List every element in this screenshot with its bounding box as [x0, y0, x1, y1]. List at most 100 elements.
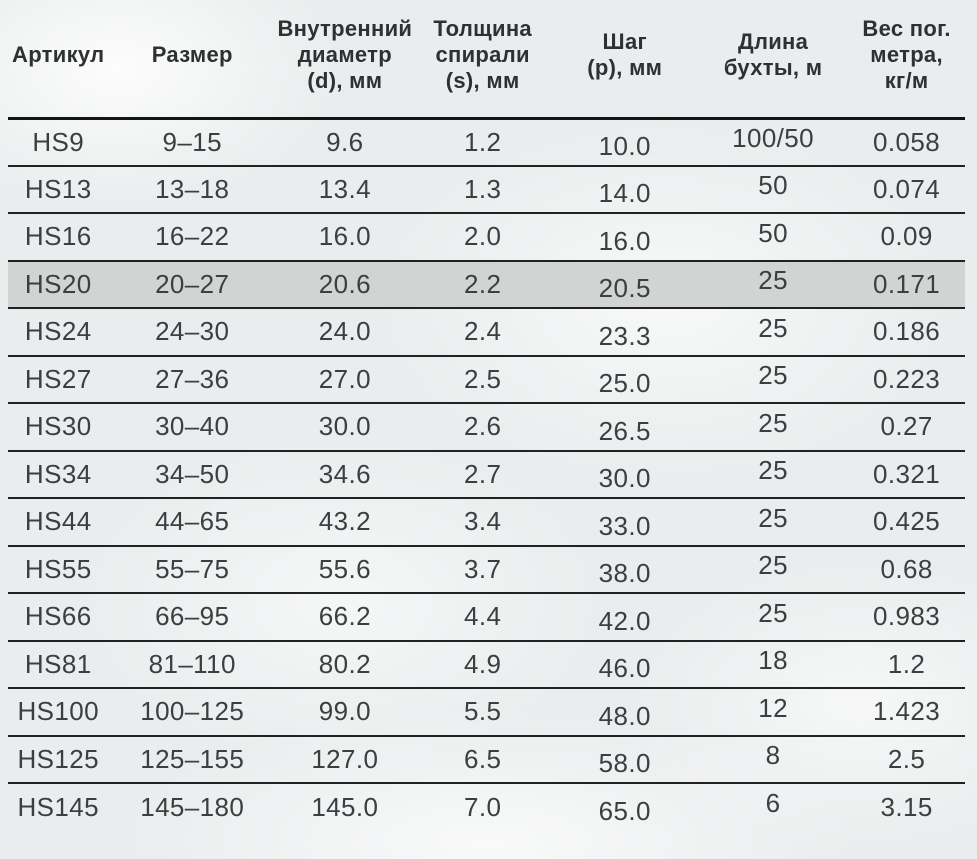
value-cell: 12 [758, 692, 788, 723]
value-cell: 0.68 [880, 553, 933, 584]
value-cell: 125–155 [140, 743, 245, 774]
value-cell: 4.4 [463, 601, 502, 632]
value-cell: 42.0 [598, 605, 651, 636]
value-cell: 9.6 [326, 126, 364, 157]
value-cell: 0.058 [873, 126, 941, 157]
value-cell: 65.0 [598, 796, 651, 827]
table-row: HS125 125–155 127.0 6.5 58.0 8 2.5 [8, 735, 965, 784]
value-cell: 50 [758, 217, 788, 248]
value-cell: 13–18 [155, 173, 230, 204]
value-cell: 100/50 [732, 123, 815, 153]
article-cell: HS44 [24, 506, 92, 537]
article-cell: HS24 [24, 316, 92, 347]
value-cell: 0.074 [873, 173, 941, 204]
value-cell: 0.186 [873, 316, 941, 347]
value-cell: 2.2 [463, 268, 502, 299]
table-row: HS66 66–95 66.2 4.4 42.0 25 0.983 [8, 593, 965, 641]
value-cell: 99.0 [318, 696, 371, 727]
value-cell: 100–125 [140, 696, 245, 727]
value-cell: 34.6 [318, 458, 371, 489]
value-cell: 14.0 [598, 178, 651, 209]
column-header-2: Размер [151, 42, 233, 68]
value-cell: 30.0 [598, 463, 651, 494]
value-cell: 6.5 [463, 743, 502, 774]
value-cell: 0.223 [873, 363, 941, 394]
value-cell: 58.0 [598, 748, 651, 779]
value-cell: 27.0 [318, 363, 371, 394]
value-cell: 2.7 [463, 458, 502, 489]
value-cell: 20.5 [598, 273, 651, 304]
value-cell: 30.0 [318, 411, 371, 442]
value-cell: 25 [758, 312, 788, 343]
value-cell: 16–22 [155, 221, 230, 252]
article-cell: HS27 [24, 363, 92, 394]
table-row: HS44 44–65 43.2 3.4 33.0 25 0.425 [8, 498, 965, 546]
article-cell: HS34 [24, 458, 92, 489]
column-header-5: Шаг (p), мм [587, 29, 663, 81]
column-header-1: Артикул [12, 42, 105, 68]
table-row: HS13 13–18 13.4 1.3 14.0 50 0.074 [8, 165, 965, 214]
table-row: HS16 16–22 16.0 2.0 16.0 50 0.09 [8, 213, 965, 261]
value-cell: 25 [758, 550, 788, 581]
value-cell: 18 [758, 645, 788, 676]
column-header-6: Длина бухты, м [723, 29, 823, 81]
article-cell: HS125 [17, 743, 99, 774]
value-cell: 81–110 [148, 648, 236, 679]
value-cell: 2.0 [463, 221, 502, 252]
table-row: HS27 27–36 27.0 2.5 25.0 25 0.223 [8, 355, 965, 404]
spec-table: Артикул Размер Внутренний диаметр (d), мм Т… [8, 0, 965, 831]
value-cell: 66–95 [155, 601, 230, 632]
article-cell: HS100 [17, 696, 99, 727]
value-cell: 43.2 [318, 506, 371, 537]
value-cell: 34–50 [155, 458, 230, 489]
value-cell: 25 [758, 265, 788, 296]
article-cell: HS30 [24, 411, 92, 442]
value-cell: 5.5 [463, 696, 502, 727]
value-cell: 0.321 [873, 458, 941, 489]
value-cell: 16.0 [318, 221, 371, 252]
value-cell: 80.2 [318, 648, 371, 679]
value-cell: 0.425 [873, 506, 941, 537]
value-cell: 2.6 [463, 411, 502, 442]
value-cell: 23.3 [598, 320, 651, 351]
value-cell: 0.09 [880, 221, 933, 252]
value-cell: 2.5 [887, 743, 926, 774]
value-cell: 10.0 [598, 131, 651, 161]
value-cell: 30–40 [155, 411, 230, 442]
article-cell: HS16 [24, 221, 92, 252]
table-row: HS145 145–180 145.0 7.0 65.0 6 3.15 [8, 783, 965, 831]
value-cell: 1.2 [887, 648, 926, 679]
value-cell: 20.6 [318, 268, 371, 299]
value-cell: 25 [758, 360, 788, 391]
value-cell: 8 [765, 740, 781, 771]
article-cell: HS81 [24, 648, 92, 679]
value-cell: 3.4 [463, 506, 502, 537]
table-row: HS100 100–125 99.0 5.5 48.0 12 1.423 [8, 688, 965, 736]
column-header-4: Толщина спирали (s), мм [433, 16, 532, 94]
table-row: HS81 81–110 80.2 4.9 46.0 18 1.2 [8, 640, 965, 689]
value-cell: 16.0 [598, 225, 651, 256]
value-cell: 145–180 [140, 791, 245, 822]
value-cell: 1.2 [463, 126, 502, 157]
value-cell: 2.4 [463, 316, 502, 347]
table-row: HS9 9–15 9.6 1.2 10.0 100/50 0.058 [8, 118, 965, 166]
article-cell: HS9 [32, 126, 85, 157]
value-cell: 25 [758, 502, 788, 533]
value-cell: 26.5 [598, 415, 651, 446]
value-cell: 20–27 [155, 268, 230, 299]
table-body: HS9 9–15 9.6 1.2 10.0 100/50 0.058 HS13 13–18 13.… [8, 118, 965, 831]
column-header-3: Внутренний диаметр (d), мм [277, 16, 413, 94]
value-cell: 25.0 [598, 368, 651, 399]
table-row: HS30 30–40 30.0 2.6 26.5 25 0.27 [8, 403, 965, 451]
value-cell: 25 [758, 455, 788, 486]
value-cell: 2.5 [463, 363, 502, 394]
value-cell: 7.0 [463, 791, 502, 822]
article-cell: HS55 [24, 553, 92, 584]
table-row-highlighted: HS20 20–27 20.6 2.2 20.5 25 0.171 [8, 260, 965, 308]
value-cell: 145.0 [311, 791, 379, 822]
table-row: HS24 24–30 24.0 2.4 23.3 25 0.186 [8, 308, 965, 356]
column-header-7: Вес пог. метра, кг/м [862, 16, 951, 94]
value-cell: 25 [758, 407, 788, 438]
value-cell: 3.7 [463, 553, 502, 584]
value-cell: 127.0 [311, 743, 379, 774]
